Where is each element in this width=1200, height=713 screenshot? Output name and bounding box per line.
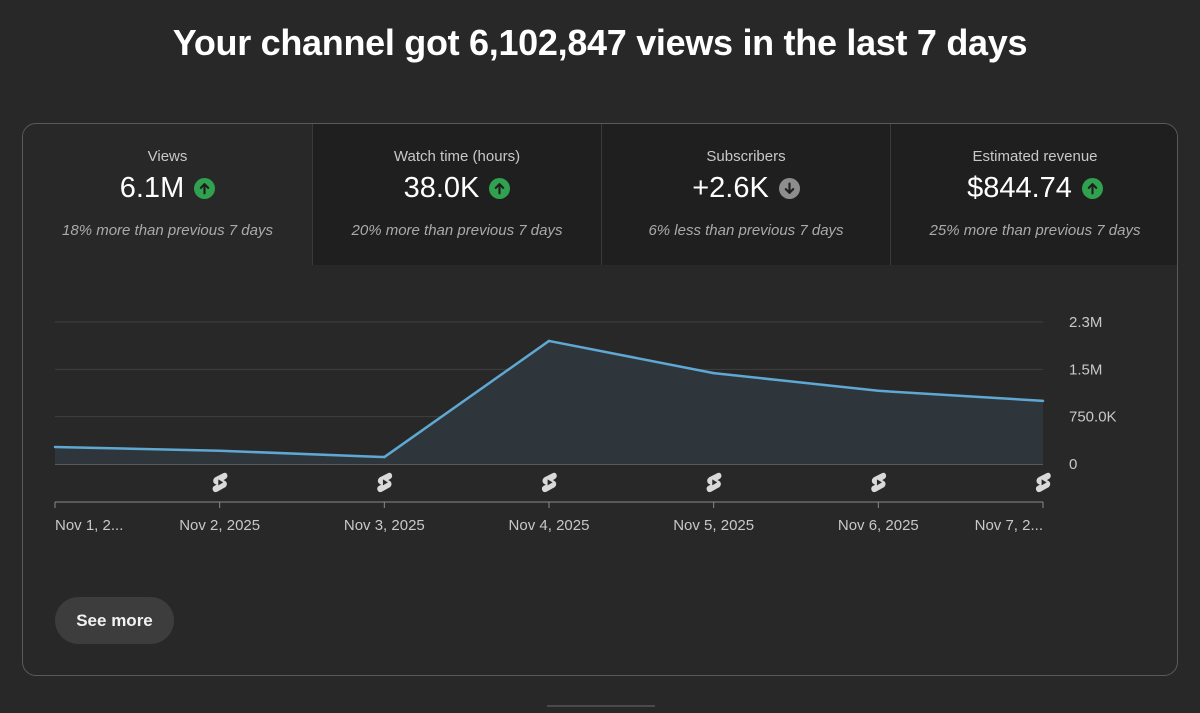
x-tick-label: Nov 7, 2...: [975, 517, 1043, 534]
tab-watch-time[interactable]: Watch time (hours) 38.0K 20% more than p…: [312, 124, 601, 265]
series-line-segment: [383, 339, 551, 459]
tab-estimated-revenue[interactable]: Estimated revenue $844.74 25% more than …: [890, 124, 1177, 265]
youtube-shorts-icon: [212, 472, 228, 493]
youtube-shorts-icon: [377, 472, 393, 493]
youtube-shorts-icon: [541, 472, 557, 493]
metric-value: 6.1M: [119, 172, 185, 204]
see-more-button[interactable]: See more: [55, 597, 174, 644]
tab-label: Estimated revenue: [972, 148, 1098, 165]
arrow-up-icon: [489, 178, 511, 199]
comparison-text: 18% more than previous 7 days: [62, 222, 273, 239]
arrow-down-icon: [778, 178, 800, 199]
metric-tabs: Views 6.1M 18% more than previous 7 days…: [23, 124, 1177, 265]
y-tick-label: 1.5M: [1069, 361, 1102, 378]
x-tick-label: Nov 6, 2025: [838, 517, 919, 534]
comparison-text: 25% more than previous 7 days: [929, 222, 1141, 239]
series-line-segment: [712, 371, 880, 393]
series-line-segment: [218, 449, 386, 459]
metric-value: 38.0K: [403, 172, 480, 204]
page-title: Your channel got 6,102,847 views in the …: [172, 22, 1028, 63]
series-area: [55, 340, 1043, 464]
comparison-text: 20% more than previous 7 days: [351, 222, 563, 239]
metric-value: +2.6K: [692, 172, 769, 204]
tab-subscribers[interactable]: Subscribers +2.6K 6% less than previous …: [601, 124, 890, 265]
x-tick-label: Nov 4, 2025: [509, 517, 590, 534]
x-tick-label: Nov 3, 2025: [344, 517, 425, 534]
views-chart: 0 750.0K 1.5M 2.3M Nov 1, 2... Nov 2, 2025 Nov…: [53, 314, 1117, 534]
tab-views[interactable]: Views 6.1M 18% more than previous 7 days: [23, 124, 312, 265]
x-tick-label: Nov 2, 2025: [179, 517, 260, 534]
comparison-text: 6% less than previous 7 days: [648, 222, 844, 239]
y-tick-label: 0: [1069, 456, 1077, 473]
scroll-indicator: [547, 705, 655, 707]
tab-label: Views: [147, 148, 188, 165]
series-line-segment: [53, 445, 221, 452]
arrow-up-icon: [1081, 178, 1103, 199]
analytics-card: Views 6.1M 18% more than previous 7 days…: [22, 123, 1178, 676]
arrow-up-icon: [194, 178, 216, 199]
tab-label: Watch time (hours): [393, 148, 521, 165]
y-tick-label: 750.0K: [1069, 409, 1117, 426]
tab-label: Subscribers: [706, 148, 786, 165]
series-line-segment: [877, 389, 1045, 403]
youtube-shorts-icon: [706, 472, 722, 493]
x-tick-label: Nov 1, 2...: [55, 517, 123, 534]
youtube-shorts-icon: [871, 472, 887, 493]
x-tick-label: Nov 5, 2025: [673, 517, 754, 534]
metric-value: $844.74: [967, 172, 1072, 204]
youtube-shorts-icon: [1035, 472, 1051, 493]
series-line-segment: [547, 339, 715, 375]
y-tick-label: 2.3M: [1069, 314, 1102, 331]
